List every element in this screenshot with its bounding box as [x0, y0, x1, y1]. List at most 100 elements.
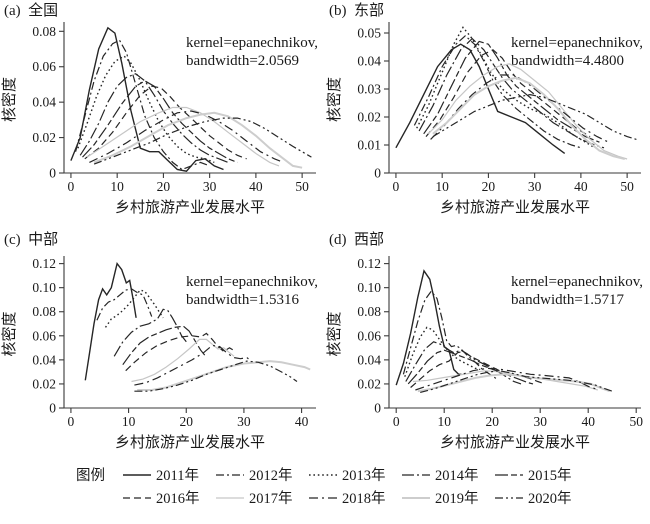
- annotation-line: kernel=epanechnikov,: [511, 35, 643, 51]
- x-tick-label: 20: [157, 179, 171, 194]
- legend-item-label: 2013年: [342, 468, 386, 484]
- y-tick-label: 0.04: [357, 352, 381, 367]
- x-tick-label: 50: [295, 179, 309, 194]
- legend-line-sample: [495, 473, 523, 476]
- density-curve-2015年: [82, 80, 238, 163]
- x-tick-label: 30: [528, 179, 542, 194]
- x-tick-label: 0: [393, 179, 400, 194]
- panel-a-national: 0 10 20 30 40 50 0 0.02 0.04 0.06 0.08 (a) 全国 乡村旅游产业…: [0, 0, 325, 220]
- legend-line-sample: [402, 473, 430, 476]
- x-tick-label: 0: [393, 414, 400, 429]
- annotation-line: bandwidth=2.0569: [186, 53, 299, 69]
- density-curve-2020年: [432, 93, 637, 140]
- panel-c-central: 0 10 20 30 40 0 0.02 0.04 0.06 0.08 0.10 0.12 (c) 中部…: [0, 220, 325, 463]
- legend-item-2017年: 2017年: [215, 487, 308, 508]
- y-tick-label: 0.08: [32, 24, 56, 39]
- legend-title: 图例: [76, 468, 105, 484]
- density-curve-2017年: [412, 370, 598, 391]
- y-tick-label: 0.04: [32, 95, 56, 110]
- x-tick-label: 20: [485, 414, 499, 429]
- x-tick-label: 0: [68, 179, 75, 194]
- legend-line-sample: [216, 473, 244, 476]
- legend-item-label: 2020年: [528, 491, 572, 507]
- density-curve-2017年: [86, 106, 280, 167]
- legend-line-sample: [216, 496, 244, 499]
- annotation-line: bandwidth=1.5717: [511, 292, 625, 308]
- density-curve-2016年: [410, 350, 546, 388]
- density-curve-2017年: [427, 63, 628, 160]
- x-tick-label: 10: [110, 179, 124, 194]
- legend-line-sample: [123, 473, 151, 476]
- y-tick-label: 0.02: [32, 130, 56, 145]
- x-tick-label: 10: [122, 414, 136, 429]
- density-curve-2018年: [134, 344, 253, 386]
- y-tick-label: 0.02: [357, 376, 381, 391]
- density-curve-2015年: [407, 349, 534, 385]
- density-curve-2014年: [113, 308, 187, 357]
- legend-item-2013年: 2013年: [308, 464, 401, 485]
- x-tick-label: 30: [203, 179, 217, 194]
- panel-title: (d) 西部: [329, 231, 384, 248]
- x-tick-label: 30: [237, 414, 251, 429]
- x-tick-label: 10: [435, 179, 449, 194]
- density-curve-2016年: [125, 332, 234, 372]
- y-tick-label: 0.02: [32, 376, 56, 391]
- density-curve-2016年: [425, 49, 591, 138]
- x-tick-label: 40: [295, 414, 309, 429]
- annotation-line: kernel=epanechnikov,: [186, 35, 318, 51]
- y-tick-label: 0.06: [32, 328, 56, 343]
- y-tick-label: 0.12: [32, 256, 56, 271]
- density-curve-2020年: [93, 117, 312, 165]
- legend-item-2014年: 2014年: [401, 464, 494, 485]
- x-tick-label: 30: [533, 414, 547, 429]
- panel-title: (a) 全国: [4, 1, 58, 19]
- density-curve-2020年: [420, 370, 613, 393]
- y-tick-label: 0.04: [32, 352, 56, 367]
- annotation-line: kernel=epanechnikov,: [186, 274, 318, 290]
- density-curve-2019年: [432, 76, 626, 160]
- density-curve-2011年: [395, 269, 462, 386]
- density-curve-2014年: [418, 37, 605, 149]
- density-curve-2013年: [404, 326, 481, 377]
- density-curve-2020年: [134, 360, 298, 392]
- legend-item-label: 2016年: [156, 491, 200, 507]
- legend-item-2012年: 2012年: [215, 464, 308, 485]
- annotation-line: bandwidth=4.4800: [511, 53, 624, 69]
- density-curve-2014年: [79, 73, 229, 163]
- legend-row-1: 图例 2011年 2012年 2013年 2014年 2015年: [0, 463, 650, 486]
- panel-b-eastern: 0 10 20 30 40 50 0 0.01 0.02 0.03 0.04 0.05 (b) 东部 乡村…: [325, 0, 650, 220]
- legend-item-label: 2017年: [249, 491, 293, 507]
- y-axis-label: 核密度: [1, 311, 18, 356]
- y-axis-label: 核密度: [326, 77, 343, 122]
- y-tick-label: 0.10: [357, 280, 381, 295]
- x-tick-label: 40: [581, 414, 595, 429]
- density-curve-2011年: [70, 26, 224, 172]
- panel-title: (b) 东部: [329, 2, 384, 19]
- density-curve-2012年: [402, 290, 498, 380]
- y-tick-label: 0: [374, 401, 381, 416]
- x-tick-label: 40: [574, 179, 588, 194]
- y-tick-label: 0.10: [32, 280, 56, 295]
- annotation-line: bandwidth=1.5316: [186, 292, 300, 308]
- legend-line-sample: [309, 473, 337, 476]
- y-tick-label: 0: [374, 166, 381, 181]
- panel-title: (c) 中部: [4, 231, 58, 248]
- legend-item-label: 2015年: [528, 468, 572, 484]
- y-tick-label: 0.01: [357, 138, 381, 153]
- y-tick-label: 0.08: [357, 304, 381, 319]
- panel-d-western: 0 10 20 30 40 50 0 0.02 0.04 0.06 0.08 0.10 0.12 (d) …: [325, 220, 650, 463]
- density-curve-2018年: [89, 110, 284, 163]
- y-axis-label: 核密度: [1, 77, 18, 122]
- legend-item-label: 2012年: [249, 468, 293, 484]
- y-axis-label: 核密度: [326, 311, 343, 356]
- legend-row-2: 2016年 2017年 2018年 2019年 2020年: [0, 486, 650, 509]
- panel-b-eastern-chart: 0 10 20 30 40 50 0 0.01 0.02 0.03 0.04 0.05 (b) 东部乡村…: [326, 2, 643, 216]
- density-curve-2019年: [93, 111, 303, 169]
- density-curve-2014年: [405, 341, 522, 385]
- density-curve-2019年: [137, 360, 311, 391]
- y-tick-label: 0.06: [32, 59, 56, 74]
- panel-d-western-chart: 0 10 20 30 40 50 0 0.02 0.04 0.06 0.08 0.10 0.12 (d) …: [326, 231, 643, 451]
- x-tick-label: 50: [629, 414, 643, 429]
- y-tick-label: 0: [49, 166, 56, 181]
